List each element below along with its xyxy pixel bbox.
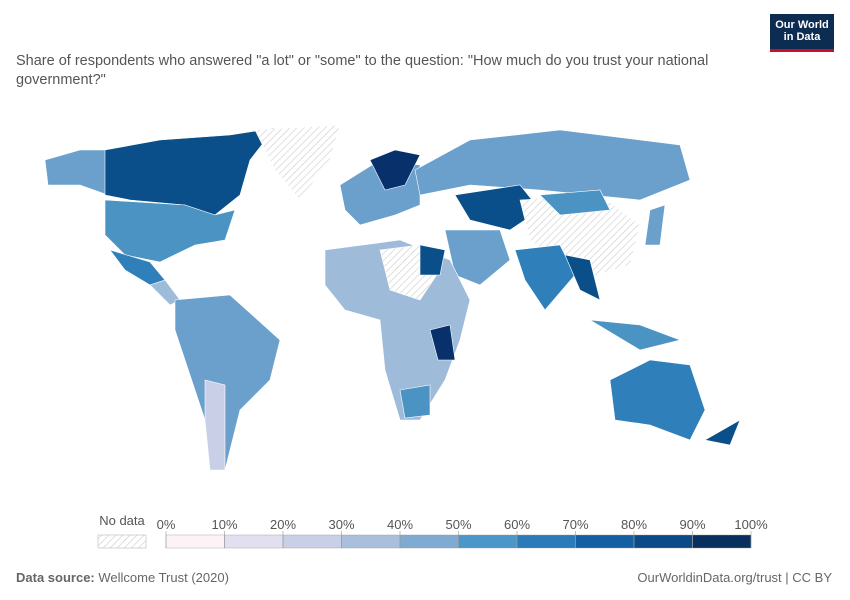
country[interactable]: [104, 199, 236, 263]
country[interactable]: [254, 124, 341, 201]
country[interactable]: [414, 129, 691, 201]
legend-bin: [224, 534, 284, 549]
country[interactable]: [644, 204, 666, 246]
legend-no-data-box: [97, 534, 147, 549]
country[interactable]: [399, 384, 431, 419]
legend-no-data-label: No data: [99, 513, 145, 528]
country[interactable]: [104, 127, 276, 216]
legend-bin: [282, 534, 342, 549]
country[interactable]: [324, 239, 471, 421]
country[interactable]: [704, 419, 741, 446]
legend-bin: [516, 534, 576, 549]
country[interactable]: [419, 244, 446, 276]
source: Data source: Wellcome Trust (2020): [16, 570, 229, 585]
legend-tick-label: 60%: [504, 517, 530, 532]
country[interactable]: [539, 189, 611, 216]
legend-bin: [692, 534, 752, 549]
countries: [44, 124, 741, 471]
legend: 0% 10% 20% 30% 40% 50% 60% 70% 80% 90% 100%: [157, 517, 768, 549]
legend-tick-label: 30%: [328, 517, 354, 532]
legend-tick-label: 0%: [157, 517, 176, 532]
source-label: Data source:: [16, 570, 95, 585]
legend-bin: [165, 534, 225, 549]
legend-tick-label: 70%: [562, 517, 588, 532]
source-text[interactable]: Wellcome Trust (2020): [98, 570, 229, 585]
logo[interactable]: Our World in Data: [770, 14, 834, 52]
legend-tick-label: 20%: [270, 517, 296, 532]
legend-tick-label: 100%: [734, 517, 768, 532]
country[interactable]: [564, 254, 601, 301]
country[interactable]: [174, 294, 281, 471]
country[interactable]: [204, 379, 226, 471]
legend-tick-label: 90%: [679, 517, 705, 532]
url[interactable]: OurWorldinData.org/trust | CC BY: [637, 570, 832, 585]
country[interactable]: [429, 324, 456, 361]
logo-line: in Data: [783, 31, 821, 43]
legend-tick-label: 80%: [621, 517, 647, 532]
legend-bin: [458, 534, 518, 549]
legend-bin: [575, 534, 635, 549]
legend-tick-label: 10%: [211, 517, 237, 532]
legend-bin: [633, 534, 693, 549]
country[interactable]: [44, 149, 111, 196]
logo-line: Our World: [775, 19, 829, 31]
legend-bin: [341, 534, 401, 549]
legend-bin: [399, 534, 459, 549]
country[interactable]: [589, 319, 682, 351]
title: Share of respondents who answered "a lot…: [16, 53, 709, 88]
legend-tick-label: 50%: [445, 517, 471, 532]
legend-tick-label: 40%: [387, 517, 413, 532]
country[interactable]: [609, 359, 706, 441]
country[interactable]: [519, 194, 641, 281]
country[interactable]: [514, 244, 576, 311]
country[interactable]: [369, 149, 421, 191]
